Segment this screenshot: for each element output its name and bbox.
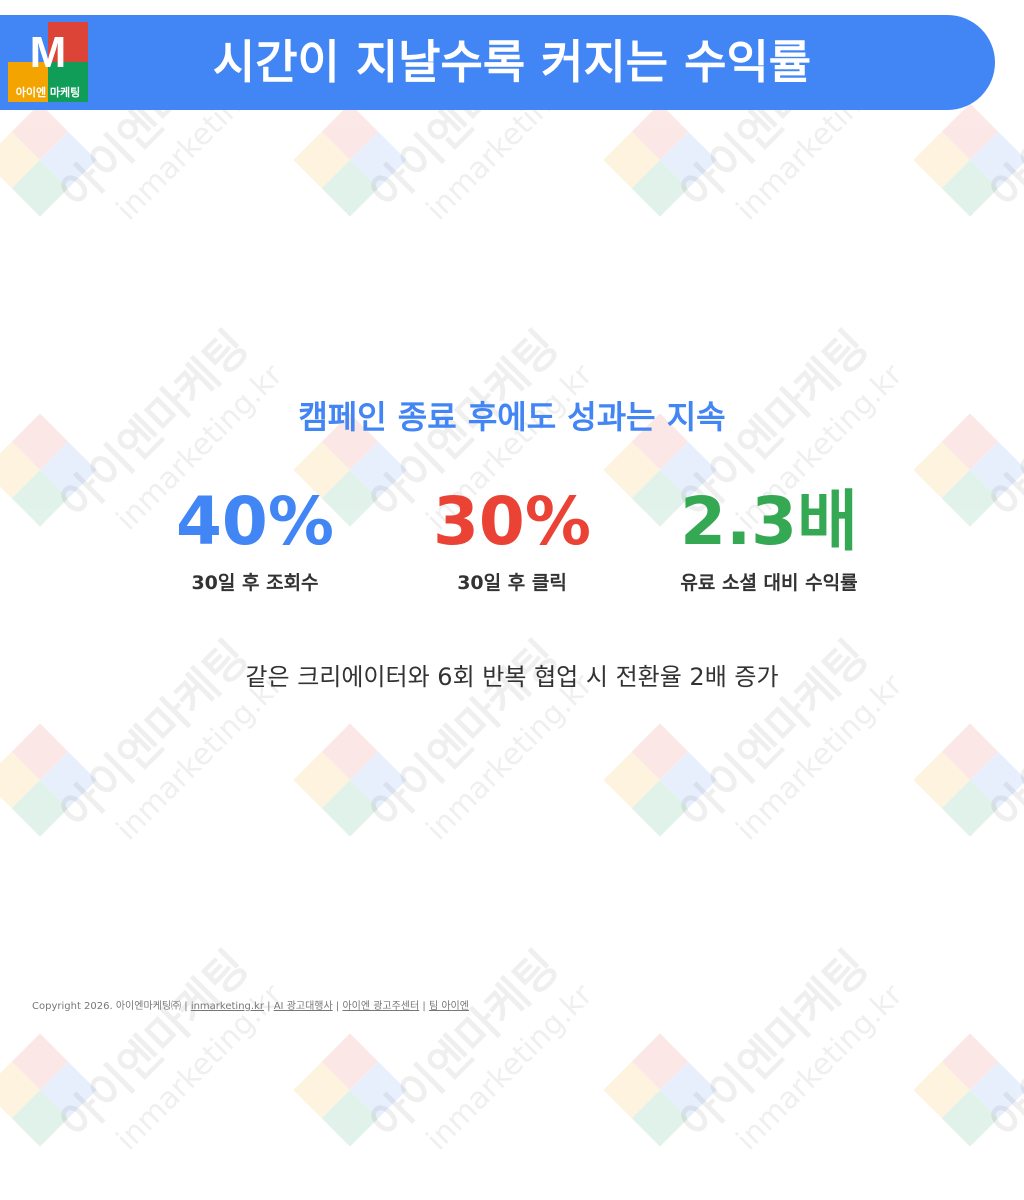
stat-label: 30일 후 조회수 xyxy=(191,572,319,594)
watermark-url: inmarketing.kr xyxy=(729,667,910,848)
watermark-url: inmarketing.kr xyxy=(109,667,290,848)
watermark-logo xyxy=(913,1033,1024,1147)
watermark-logo xyxy=(603,1033,717,1147)
watermark-text: 아이엔마케팅 xyxy=(360,941,569,1150)
page-title: 시간이 지날수록 커지는 수익률 xyxy=(212,35,812,89)
stat-value: 40% xyxy=(176,483,334,560)
logo-text: 아이엔 마케팅 xyxy=(15,86,81,99)
stat-clicks: 30% 30일 후 클릭 xyxy=(362,482,662,595)
watermark-url: inmarketing.kr xyxy=(419,667,600,848)
logo-letter: M xyxy=(29,28,67,77)
separator: | xyxy=(267,1001,271,1012)
stat-roi: 2.3배 유료 소셜 대비 수익률 xyxy=(619,482,919,595)
watermark-logo xyxy=(293,103,407,217)
stat-label: 유료 소셜 대비 수익률 xyxy=(680,572,858,594)
stat-label: 30일 후 클릭 xyxy=(457,572,567,594)
copyright: Copyright 2026. 아이엔마케팅㈜ xyxy=(32,1001,182,1012)
footer-link-advertiser-center[interactable]: 아이엔 광고주센터 xyxy=(342,1001,420,1012)
separator: | xyxy=(422,1001,426,1012)
header-banner xyxy=(0,15,995,110)
watermark-logo xyxy=(603,723,717,837)
watermark-logo xyxy=(293,1033,407,1147)
watermark-logo xyxy=(293,723,407,837)
watermark-logo xyxy=(603,103,717,217)
stat-views: 40% 30일 후 조회수 xyxy=(105,482,405,595)
footer-link-team[interactable]: 팀 아이엔 xyxy=(428,1001,469,1012)
watermark-logo xyxy=(0,1033,97,1147)
watermark-logo xyxy=(0,103,97,217)
separator: | xyxy=(184,1001,188,1012)
watermark-logo xyxy=(0,723,97,837)
summary-note: 같은 크리에이터와 6회 반복 협업 시 전환율 2배 증가 xyxy=(245,663,779,691)
separator: | xyxy=(335,1001,340,1012)
stat-value: 2.3배 xyxy=(680,483,858,560)
watermark-text: 아이엔마케팅 xyxy=(980,941,1024,1150)
logo: M 아이엔 마케팅 xyxy=(8,22,88,102)
watermark-url: inmarketing.kr xyxy=(729,977,910,1158)
watermark-text: 아이엔마케팅 xyxy=(50,941,259,1150)
footer-link-agency[interactable]: AI 광고대행사 xyxy=(273,1001,333,1012)
watermark-logo xyxy=(913,723,1024,837)
footer-link-site[interactable]: inmarketing.kr xyxy=(190,1001,264,1012)
footer: Copyright 2026. 아이엔마케팅㈜ | inmarketing.kr… xyxy=(32,997,469,1012)
stat-value: 30% xyxy=(433,483,591,560)
watermark-logo xyxy=(913,103,1024,217)
section-subtitle: 캠페인 종료 후에도 성과는 지속 xyxy=(298,398,726,436)
watermark-text: 아이엔마케팅 xyxy=(670,941,879,1150)
